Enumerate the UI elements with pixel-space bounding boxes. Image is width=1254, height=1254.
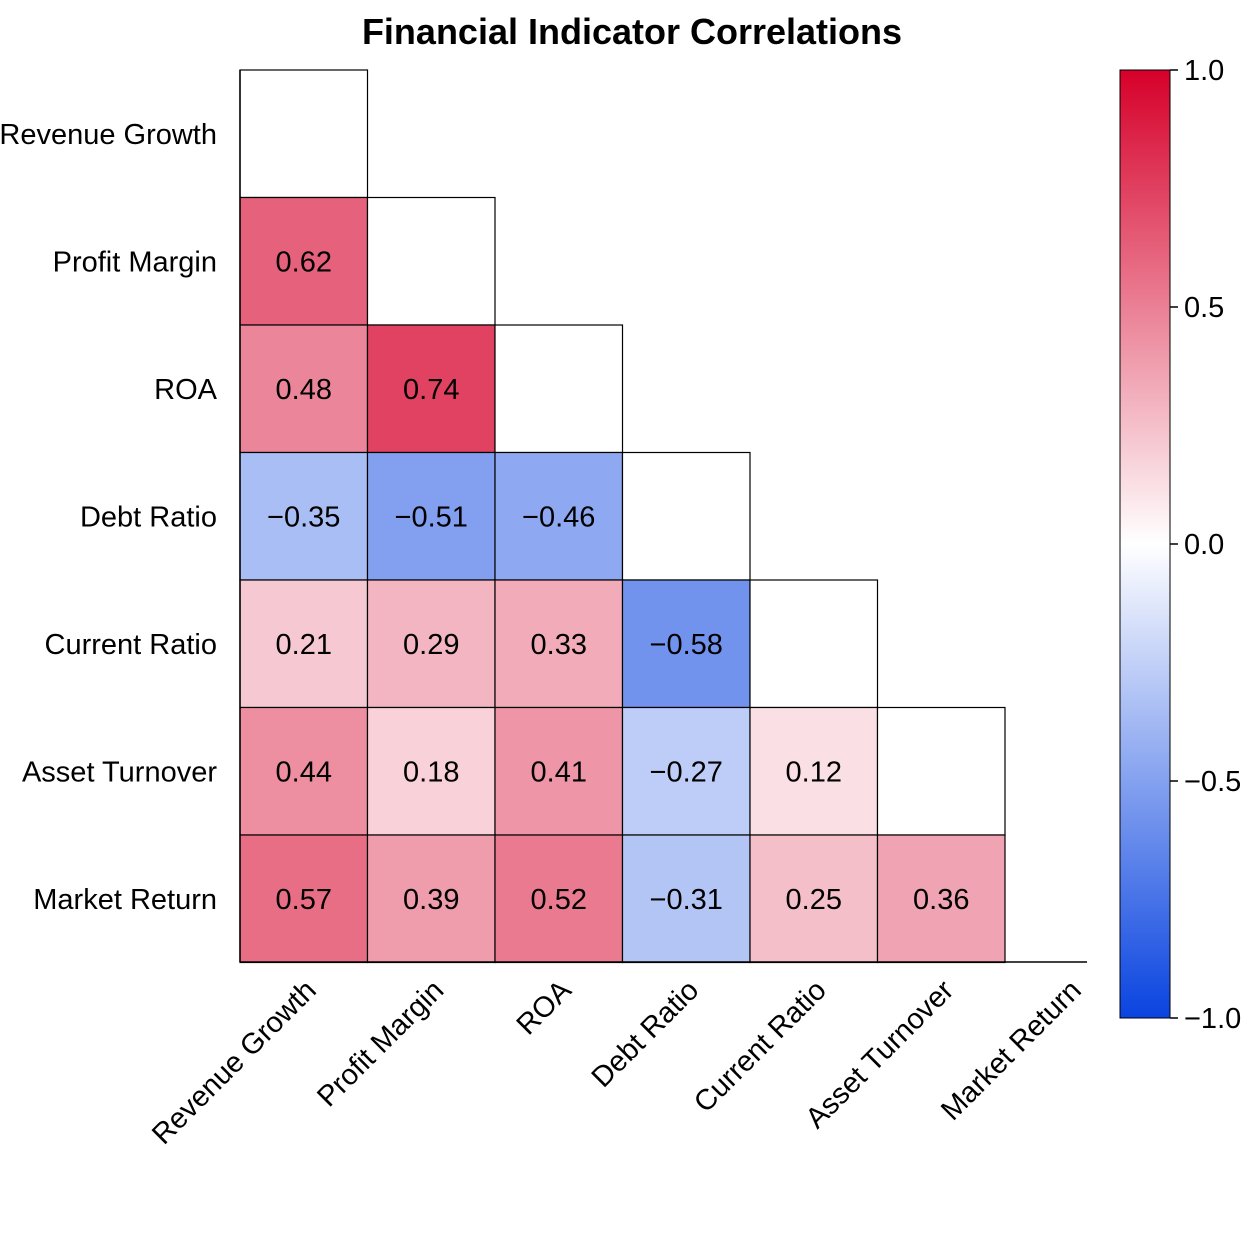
row-label-0: Revenue Growth — [0, 119, 217, 151]
colorbar-tick-label-1: 0.5 — [1184, 292, 1224, 324]
cell-value-label-5-4: 0.12 — [786, 756, 842, 788]
cell-value-label-4-2: 0.33 — [531, 629, 587, 661]
cell-value-label-6-0: 0.57 — [276, 884, 332, 916]
column-label-4: Current Ratio — [688, 974, 833, 1119]
cell-value-label-2-0: 0.48 — [276, 374, 332, 406]
heatmap-cell-5-1 — [366, 706, 496, 836]
colorbar-gradient — [1119, 69, 1171, 1019]
heatmap-cell-3-2 — [494, 451, 624, 581]
cell-value-label-6-4: 0.25 — [786, 884, 842, 916]
row-label-5: Asset Turnover — [22, 756, 217, 788]
colorbar-tick-label-0: 1.0 — [1184, 55, 1224, 87]
column-label-0: Revenue Growth — [146, 974, 323, 1151]
cell-value-label-6-1: 0.39 — [403, 884, 459, 916]
cell-value-label-2-1: 0.74 — [403, 374, 459, 406]
heatmap-cell-5-3 — [621, 706, 751, 836]
heatmap-cell-6-5 — [876, 834, 1006, 964]
heatmap-cell-6-1 — [366, 834, 496, 964]
heatmap-cell-4-3 — [621, 579, 751, 709]
masked-cell-4-4 — [749, 579, 879, 709]
cell-value-label-5-0: 0.44 — [276, 756, 332, 788]
heatmap-cell-1-0 — [239, 196, 369, 326]
row-label-4: Current Ratio — [45, 629, 217, 661]
heatmap-cell-3-0 — [239, 451, 369, 581]
masked-cell-0-0 — [239, 69, 369, 199]
heatmap-cell-2-0 — [239, 324, 369, 454]
column-label-1: Profit Margin — [311, 974, 450, 1113]
colorbar: 1.0 0.5 0.0 −0.5 −1.0 — [1119, 55, 1241, 1035]
row-label-3: Debt Ratio — [80, 501, 217, 533]
cell-value-label-4-3: −0.58 — [650, 629, 723, 661]
chart-title: Financial Indicator Correlations — [362, 11, 902, 52]
heatmap-cell-6-3 — [621, 834, 751, 964]
row-label-1: Profit Margin — [53, 246, 217, 278]
cell-value-label-5-1: 0.18 — [403, 756, 459, 788]
column-label-3: Debt Ratio — [586, 974, 706, 1094]
colorbar-tick-label-3: −0.5 — [1184, 766, 1241, 798]
cell-value-label-3-1: −0.51 — [395, 501, 468, 533]
masked-cell-1-1 — [366, 196, 496, 326]
cell-value-label-6-5: 0.36 — [913, 884, 969, 916]
cell-value-label-5-3: −0.27 — [650, 756, 723, 788]
colorbar-ticks: 1.0 0.5 0.0 −0.5 −1.0 — [1170, 55, 1241, 1035]
heatmap-cell-2-1 — [366, 324, 496, 454]
masked-cell-5-5 — [876, 706, 1006, 836]
masked-cell-2-2 — [494, 324, 624, 454]
masked-cell-3-3 — [621, 451, 751, 581]
heatmap-cell-3-1 — [366, 451, 496, 581]
colorbar-tick-label-2: 0.0 — [1184, 529, 1224, 561]
cell-value-label-1-0: 0.62 — [276, 246, 332, 278]
row-label-6: Market Return — [33, 884, 217, 916]
heatmap-cell-5-4 — [749, 706, 879, 836]
heatmap-cells: 0.62 0.48 0.74 −0.35 −0.51 −0.46 0.21 0.29 0.33 −… — [239, 69, 1006, 964]
heatmap-cell-6-2 — [494, 834, 624, 964]
colorbar-tick-label-4: −1.0 — [1184, 1003, 1241, 1035]
cell-value-label-4-0: 0.21 — [276, 629, 332, 661]
cell-value-label-3-0: −0.35 — [267, 501, 340, 533]
heatmap-cell-4-1 — [366, 579, 496, 709]
cell-value-label-6-2: 0.52 — [531, 884, 587, 916]
cell-value-label-4-1: 0.29 — [403, 629, 459, 661]
cell-value-label-6-3: −0.31 — [650, 884, 723, 916]
heatmap-cell-6-4 — [749, 834, 879, 964]
row-labels: Revenue Growth Profit Margin ROA Debt Ratio… — [0, 119, 218, 916]
cell-value-label-3-2: −0.46 — [522, 501, 595, 533]
cell-value-label-5-2: 0.41 — [531, 756, 587, 788]
column-label-2: ROA — [511, 974, 579, 1042]
heatmap-cell-5-2 — [494, 706, 624, 836]
row-label-2: ROA — [154, 374, 218, 406]
